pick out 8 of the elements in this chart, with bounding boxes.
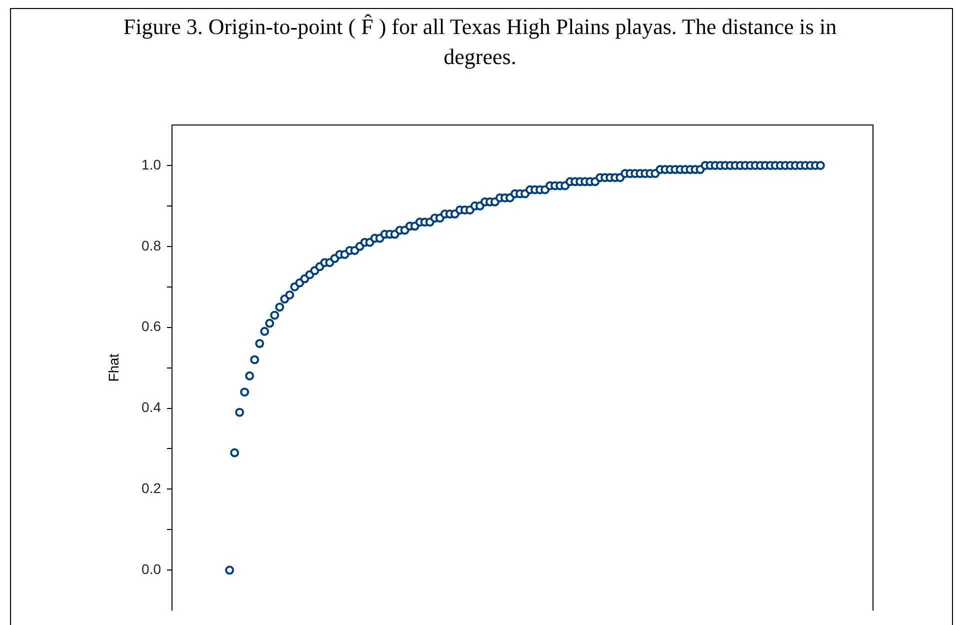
chart-title: Figure 3. Origin-to-point ( F̂ ) for all Texas High Plains playas. The distance is in degrees. bbox=[122, 13, 838, 71]
y-tick-label: 0.8 bbox=[142, 237, 162, 254]
y-tick-label: 1.0 bbox=[142, 156, 162, 172]
y-tick-label: 0.6 bbox=[142, 318, 162, 334]
y-tick-label: 0.4 bbox=[142, 399, 162, 416]
y-tick-label: 0.2 bbox=[142, 480, 162, 496]
y-tick-label: 0.0 bbox=[142, 560, 162, 577]
y-axis-title: Fhat bbox=[105, 354, 122, 382]
